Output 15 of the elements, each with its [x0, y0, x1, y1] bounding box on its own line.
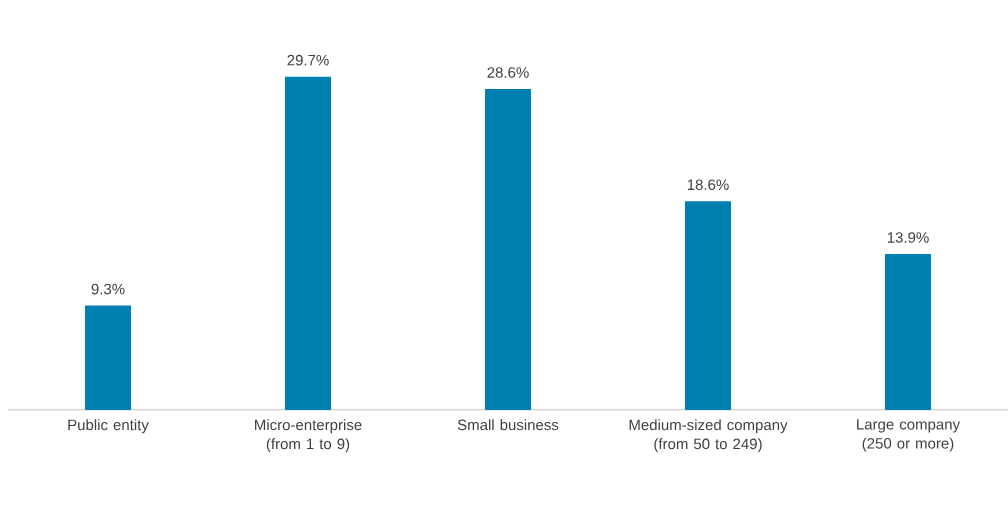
bar: [285, 76, 331, 410]
x-tick-label: Medium-sized company (from 50 to 249): [629, 419, 788, 453]
x-tick-label: Small business: [457, 419, 559, 431]
data-label: 29.7%: [287, 54, 329, 66]
bar: [684, 201, 731, 410]
data-label: 18.6%: [687, 179, 729, 191]
x-tick-label: Micro-enterprise (from 1 to 9): [255, 419, 362, 453]
data-label: 9.3%: [91, 283, 125, 295]
bar: [884, 253, 931, 410]
bar: [485, 89, 531, 410]
bar: [85, 305, 132, 410]
x-tick-label: Large company (250 or more): [857, 419, 961, 452]
data-label: 28.6%: [487, 67, 529, 78]
data-label: 13.9%: [887, 232, 929, 243]
x-tick-label: Public entity: [68, 419, 149, 434]
